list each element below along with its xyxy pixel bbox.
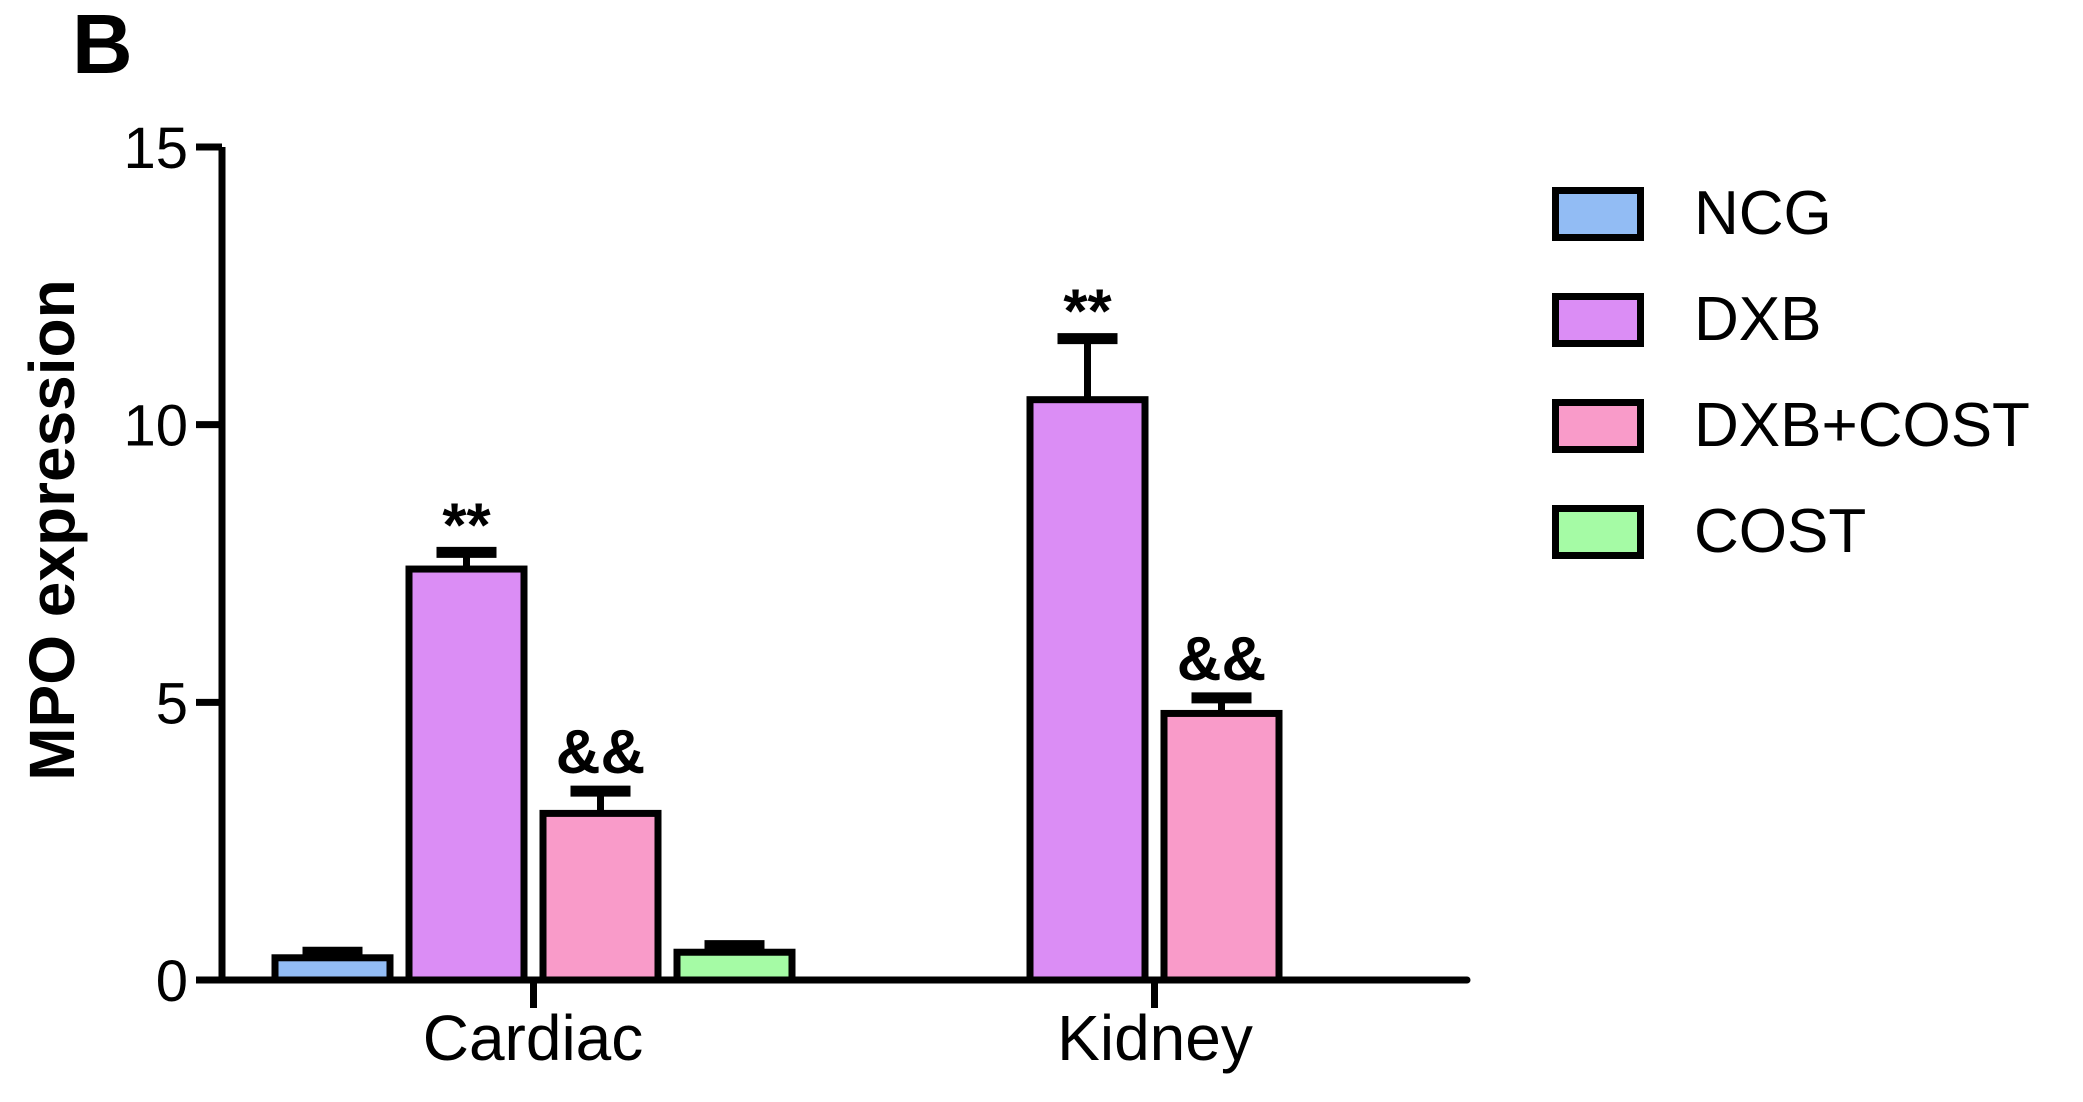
bar-dxb-cardiac <box>405 565 528 984</box>
legend-swatch-dxb-cost <box>1552 399 1644 453</box>
significance-annotation-dxb-cardiac: ** <box>442 491 491 560</box>
x-axis-label-kidney: Kidney <box>1057 1002 1253 1074</box>
legend-label-cost: COST <box>1694 497 1867 566</box>
legend-swatch-cost <box>1552 505 1644 559</box>
significance-annotation-dxb-cost-kidney: && <box>1177 625 1267 694</box>
legend-label-dxb: DXB <box>1694 285 1822 354</box>
y-tick-label-10: 10 <box>123 394 188 459</box>
y-tick-label-15: 15 <box>123 116 188 181</box>
legend-item-cost: COST <box>1552 501 2030 563</box>
bar-dxb-kidney <box>1026 396 1149 984</box>
legend-swatch-ncg <box>1552 187 1644 241</box>
legend-label-ncg: NCG <box>1694 179 1832 248</box>
panel-label: B <box>72 0 133 91</box>
legend-swatch-dxb <box>1552 293 1644 347</box>
legend-item-dxb-cost: DXB+COST <box>1552 395 2030 457</box>
legend-label-dxb-cost: DXB+COST <box>1694 391 2030 460</box>
bar-dxb-cost-kidney <box>1160 709 1283 984</box>
legend: NCG DXB DXB+COST COST <box>1552 183 2030 607</box>
x-axis-label-cardiac: Cardiac <box>422 1002 644 1074</box>
legend-item-ncg: NCG <box>1552 183 2030 245</box>
y-axis-title: MPO expression <box>16 279 88 781</box>
significance-annotation-dxb-kidney: ** <box>1063 278 1112 347</box>
legend-item-dxb: DXB <box>1552 289 2030 351</box>
y-tick-label-0: 0 <box>156 949 188 1014</box>
significance-annotation-dxb-cost-cardiac: && <box>556 718 646 787</box>
bar-cost-cardiac <box>673 948 796 984</box>
bar-dxb-cost-cardiac <box>539 809 662 984</box>
y-tick-label-5: 5 <box>156 671 188 736</box>
